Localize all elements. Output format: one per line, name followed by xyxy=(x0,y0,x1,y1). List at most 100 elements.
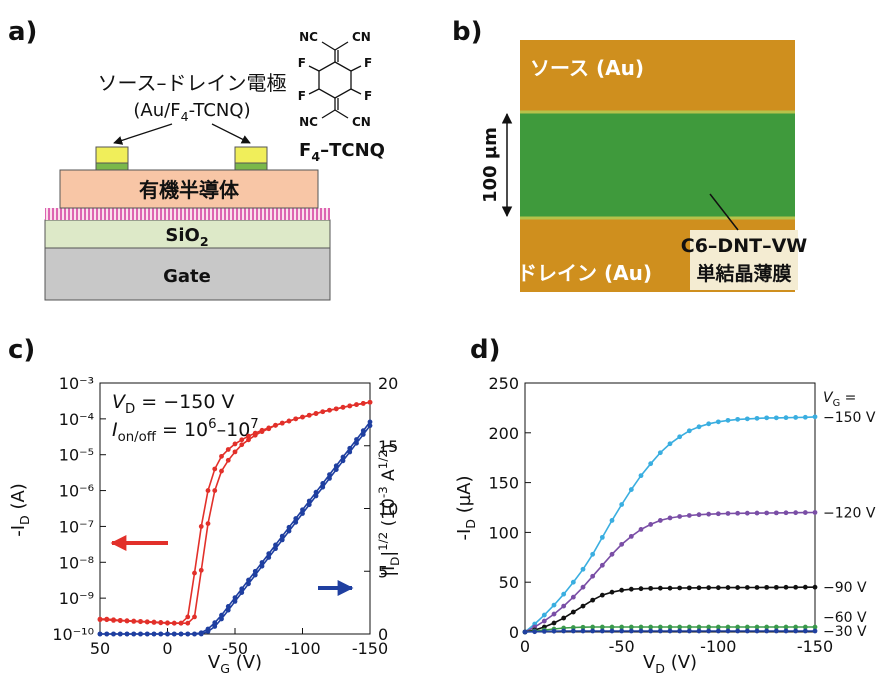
data-point xyxy=(735,629,740,634)
data-point xyxy=(629,534,634,539)
scale-label: 100 µm xyxy=(480,127,501,203)
data-point xyxy=(764,511,769,516)
x-axis-label: VD (V) xyxy=(643,652,697,675)
data-point xyxy=(354,402,359,407)
data-point xyxy=(668,629,673,634)
data-point xyxy=(260,564,265,569)
data-point xyxy=(706,585,711,590)
data-point xyxy=(668,441,673,446)
data-point xyxy=(803,629,808,634)
data-point xyxy=(253,433,258,438)
data-point xyxy=(716,419,721,424)
data-point xyxy=(307,502,312,507)
data-point xyxy=(581,629,586,634)
data-point xyxy=(280,421,285,426)
data-point xyxy=(239,442,244,447)
electrode-label: ソース–ドレイン電極 xyxy=(98,71,287,95)
x-tick-label: 0 xyxy=(520,637,530,656)
data-point xyxy=(735,511,740,516)
data-point xyxy=(619,629,624,634)
y-tick-label: 10⁻¹⁰ xyxy=(52,625,94,644)
data-point xyxy=(658,629,663,634)
data-point xyxy=(677,514,682,519)
sam-layer xyxy=(45,208,330,220)
data-point xyxy=(697,585,702,590)
data-point xyxy=(764,629,769,634)
data-point xyxy=(199,568,204,573)
data-point xyxy=(104,632,109,637)
data-point xyxy=(368,400,373,405)
data-point xyxy=(774,585,779,590)
data-point xyxy=(561,616,566,621)
data-point xyxy=(206,488,211,493)
data-point xyxy=(610,518,615,523)
y2-tick-label: 0 xyxy=(378,625,388,644)
data-point xyxy=(260,429,265,434)
atom: F xyxy=(298,56,306,70)
data-point xyxy=(233,599,238,604)
electrode-material: (Au/F4-TCNQ) xyxy=(133,100,250,124)
data-point xyxy=(764,415,769,420)
data-point xyxy=(266,555,271,560)
data-point xyxy=(341,458,346,463)
data-point xyxy=(239,590,244,595)
data-point xyxy=(784,415,789,420)
data-point xyxy=(239,437,244,442)
data-point xyxy=(648,586,653,591)
data-point xyxy=(745,416,750,421)
data-point xyxy=(300,511,305,516)
data-point xyxy=(327,476,332,481)
data-point xyxy=(590,629,595,634)
data-point xyxy=(158,620,163,625)
data-point xyxy=(131,632,136,637)
data-point xyxy=(813,414,818,419)
data-point xyxy=(697,629,702,634)
data-point xyxy=(784,629,789,634)
data-point xyxy=(145,619,150,624)
data-point xyxy=(185,632,190,637)
data-point xyxy=(314,411,319,416)
data-point xyxy=(784,585,789,590)
x-tick-label: 0 xyxy=(162,639,172,658)
data-point xyxy=(361,401,366,406)
data-point xyxy=(192,571,197,576)
data-point xyxy=(745,511,750,516)
data-point xyxy=(145,632,150,637)
data-point xyxy=(287,419,292,424)
data-point xyxy=(793,510,798,515)
series-label: −120 V xyxy=(823,505,876,521)
data-point xyxy=(600,535,605,540)
data-point xyxy=(125,632,130,637)
data-point xyxy=(581,585,586,590)
data-point xyxy=(361,432,366,437)
y-tick-label: 10⁻⁷ xyxy=(59,517,94,536)
atom: F xyxy=(364,89,372,103)
data-point xyxy=(706,512,711,517)
data-point xyxy=(716,585,721,590)
data-point xyxy=(745,585,750,590)
data-point xyxy=(368,423,373,428)
electrode-interlayer xyxy=(96,163,128,170)
data-point xyxy=(658,518,663,523)
data-point xyxy=(629,629,634,634)
data-point xyxy=(561,592,566,597)
data-point xyxy=(246,437,251,442)
data-point xyxy=(206,521,211,526)
data-point xyxy=(226,608,231,613)
data-point xyxy=(745,629,750,634)
data-point xyxy=(179,621,184,626)
data-point xyxy=(677,629,682,634)
data-point xyxy=(658,586,663,591)
data-point xyxy=(293,416,298,421)
data-point xyxy=(764,585,769,590)
data-point xyxy=(561,629,566,634)
data-point xyxy=(600,563,605,568)
data-point xyxy=(287,529,292,534)
data-point xyxy=(803,415,808,420)
data-point xyxy=(246,581,251,586)
data-point xyxy=(111,632,116,637)
data-point xyxy=(199,632,204,637)
data-point xyxy=(165,620,170,625)
y-tick-label: 100 xyxy=(488,523,519,542)
y-tick-label: 10⁻⁶ xyxy=(59,482,94,501)
